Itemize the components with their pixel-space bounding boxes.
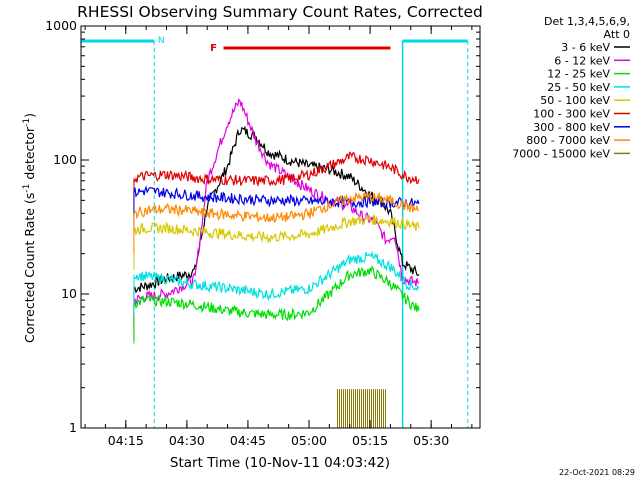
flare-label: F — [210, 43, 217, 54]
y-axis-label: Corrected Count Rate (s-1 detector-1) — [22, 113, 37, 343]
x-tick-label: 05:30 — [413, 433, 449, 448]
y-axis-label-main: Corrected Count Rate (s — [22, 193, 37, 343]
series-800-7000-kev-line — [133, 191, 420, 224]
x-tick-label: 05:15 — [352, 433, 388, 448]
legend-label-6-12-kev: 6 - 12 keV — [554, 54, 610, 67]
x-tick-label: 04:15 — [108, 433, 144, 448]
legend-label-100-300-kev: 100 - 300 keV — [533, 108, 610, 121]
flare-interval-layer: F — [210, 43, 391, 54]
legend-label-50-100-kev: 50 - 100 keV — [540, 94, 610, 107]
y-axis-label-mid: detector — [22, 126, 37, 184]
series-50-100-kev-line — [133, 214, 420, 245]
y-axis-label-sup2: -1 — [22, 118, 32, 127]
y-axis-label-sup1: -1 — [22, 184, 32, 193]
y-tick-label: 1 — [69, 420, 77, 435]
plot-frame — [80, 25, 481, 429]
legend-label-3-6-kev: 3 - 6 keV — [561, 41, 610, 54]
x-tick-label: 05:00 — [291, 433, 327, 448]
series-layer — [133, 98, 420, 428]
series-100-300-kev-line — [133, 151, 420, 188]
series-25-50-kev-line — [133, 250, 420, 302]
y-tick-label: 10 — [61, 286, 77, 301]
legend-label-7000-15000-kev: 7000 - 15000 keV — [512, 147, 610, 160]
footer-timestamp: 22-Oct-2021 08:29 — [559, 468, 635, 477]
legend-header-line-2: Att 0 — [604, 28, 630, 41]
x-tick-label: 04:45 — [230, 433, 266, 448]
y-axis-label-end: ) — [22, 113, 37, 118]
legend-label-800-7000-kev: 800 - 7000 keV — [526, 134, 610, 147]
y-tick-label: 1000 — [45, 18, 77, 33]
night-label: N — [158, 36, 165, 46]
series-300-800-kev-line — [133, 185, 420, 209]
series-12-25-kev-line — [133, 265, 420, 322]
night-interval-layer: N — [81, 36, 469, 428]
legend-header-line-1: Det 1,3,4,5,6,9, — [544, 15, 630, 28]
chart-title: RHESSI Observing Summary Count Rates, Co… — [77, 3, 483, 21]
series-3-6-kev-line — [133, 125, 420, 294]
x-tick-label: 04:30 — [169, 433, 205, 448]
legend-label-300-800-kev: 300 - 800 keV — [533, 121, 610, 134]
y-tick-label: 100 — [53, 152, 77, 167]
x-axis-label: Start Time (10-Nov-11 04:03:42) — [170, 455, 390, 471]
legend-label-25-50-kev: 25 - 50 keV — [547, 81, 610, 94]
series-6-12-kev-line — [133, 98, 420, 306]
axes-layer: 1 10 100 1000 04:15 04:30 04:45 05:00 05:15 05:30 — [45, 18, 481, 448]
legend-label-12-25-kev: 12 - 25 keV — [547, 68, 610, 81]
